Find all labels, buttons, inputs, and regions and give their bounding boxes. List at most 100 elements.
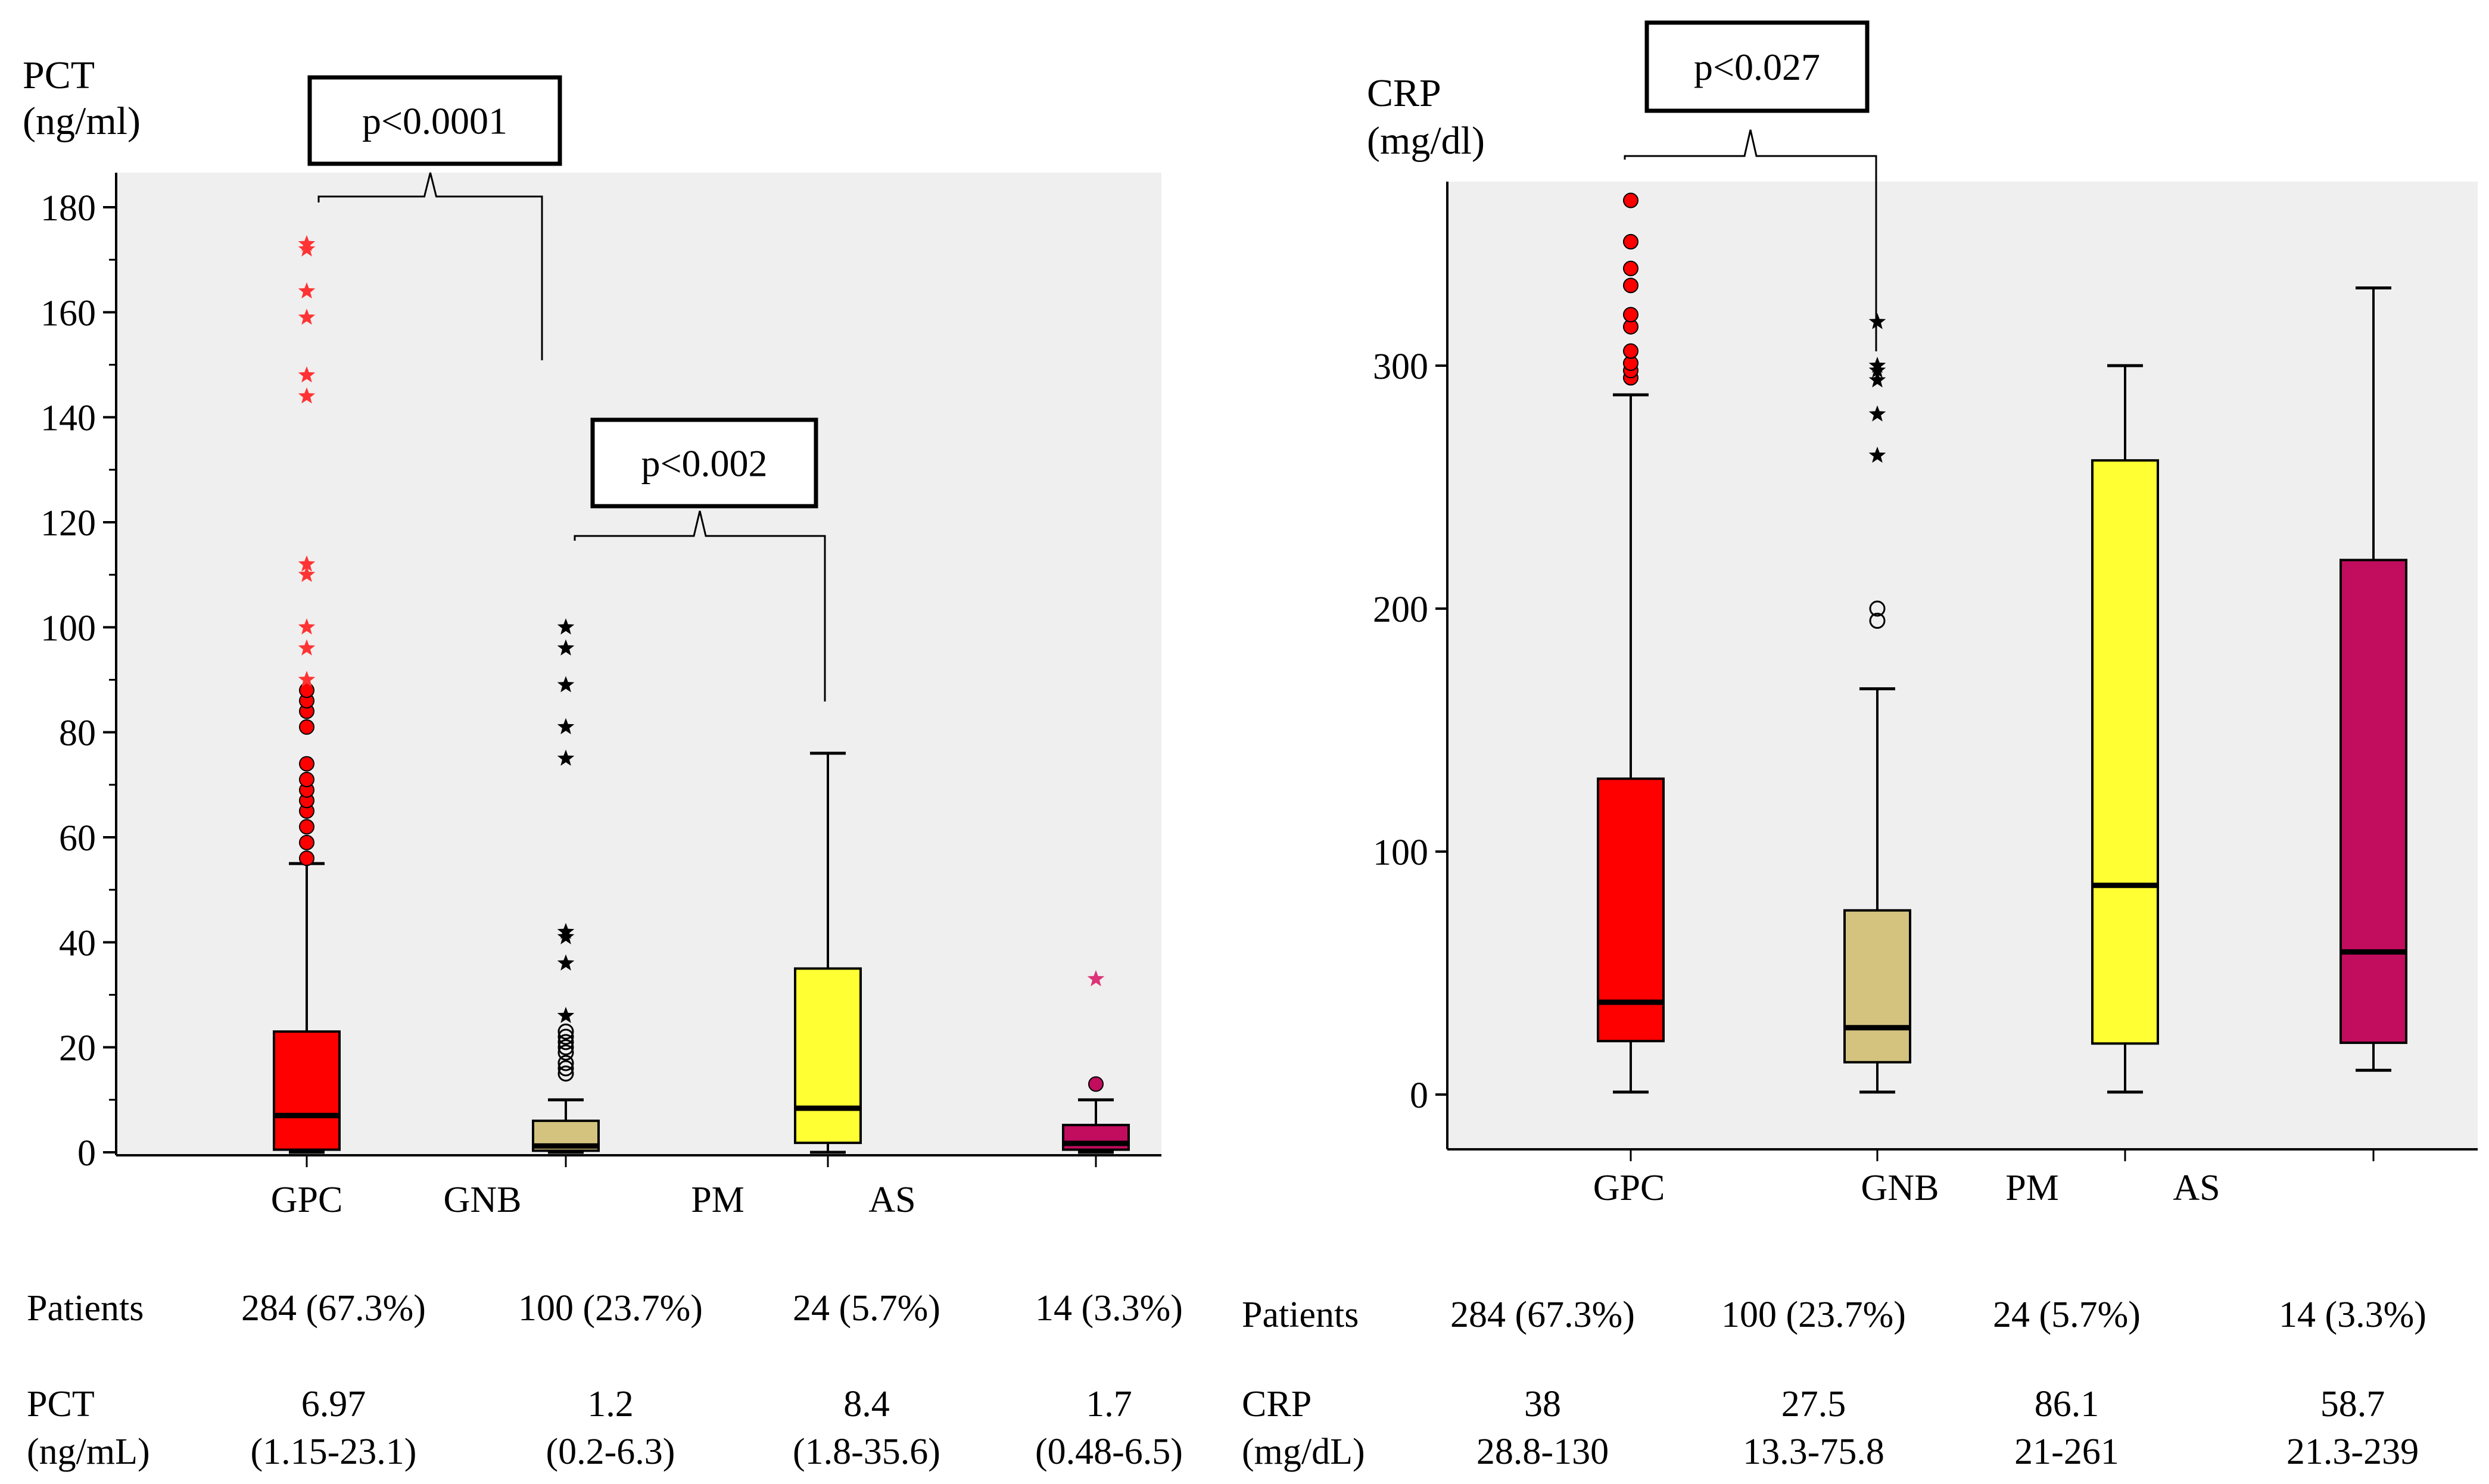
metric-unit: (ng/mL): [27, 1432, 150, 1472]
outlier-star: [298, 555, 316, 572]
pct-significance-annotation: p<0.002: [574, 417, 826, 702]
patients-label: Patients: [27, 1288, 144, 1329]
pct-category-label: PM: [691, 1180, 744, 1220]
outlier-star: [298, 282, 316, 299]
outlier-star: [557, 928, 575, 944]
p-value-box: [1644, 20, 1870, 113]
crp-panel: 0 100 200 300 CRP(mg/dl) GPC GNB PM AS p<0.027: [1367, 20, 2478, 1208]
iqr-box: [1843, 909, 1911, 1064]
crp-significance-annotation: p<0.027: [1624, 20, 1877, 351]
outlier-star: [1868, 313, 1886, 329]
outlier-circle: [557, 1034, 574, 1050]
outlier-circle: [299, 819, 314, 835]
crp-y-tick-label: 200: [1373, 590, 1428, 630]
pct-y-tick-label: 120: [41, 503, 96, 544]
pct-y-tick-label: 20: [59, 1028, 96, 1069]
outlier-star: [1868, 371, 1886, 388]
median-value: 8.4: [843, 1384, 890, 1424]
crp-y-tick-label: 300: [1373, 347, 1428, 387]
patients-count: 24 (5.7%): [1993, 1295, 2141, 1335]
outlier-star: [298, 366, 316, 383]
p-value-box: [590, 417, 818, 509]
pct-category-label: GNB: [444, 1180, 522, 1220]
p-value-label: p<0.0001: [362, 100, 507, 142]
metric-label: PCT: [27, 1384, 95, 1424]
outlier-star: [1868, 405, 1886, 422]
pct-category-label: AS: [868, 1180, 915, 1220]
outlier-star: [557, 676, 575, 693]
patients-label: Patients: [1242, 1295, 1359, 1335]
outlier-star: [298, 235, 316, 251]
outlier-star: [298, 618, 316, 635]
metric-label: CRP: [1242, 1384, 1312, 1424]
outlier-star: [1868, 357, 1886, 373]
iqr-range: 21-261: [2014, 1432, 2119, 1472]
iqr-box: [2091, 459, 2159, 1045]
metric-unit: (mg/dL): [1242, 1432, 1365, 1472]
outlier-circle: [1088, 1076, 1104, 1092]
crp-y-tick-label: 0: [1410, 1075, 1428, 1116]
pct-category-label: GPC: [271, 1180, 343, 1220]
pct-panel: 0 20 40 60 80 100 120 140 160 180 PCT(ng/ml) GPC GNB…: [23, 54, 1161, 1220]
patients-count: 284 (67.3%): [1450, 1295, 1635, 1335]
p-value-label: p<0.002: [641, 442, 767, 485]
outlier-circle: [1623, 278, 1638, 294]
median-value: 27.5: [1781, 1384, 1846, 1424]
pct-y-tick-label: 40: [59, 923, 96, 964]
outlier-circle: [299, 834, 314, 850]
outlier-circle: [557, 1060, 574, 1077]
outlier-star: [298, 308, 316, 325]
iqr-range: (1.15-23.1): [251, 1432, 417, 1472]
iqr-range: (0.48-6.5): [1035, 1432, 1183, 1472]
crp-category-label: GPC: [1593, 1168, 1665, 1208]
crp-axis-title: CRP: [1367, 71, 1441, 115]
pct-y-tick-label: 60: [59, 818, 96, 859]
iqr-range: 28.8-130: [1476, 1432, 1609, 1472]
outlier-circle: [1623, 192, 1638, 208]
crp-box-pm: [2091, 364, 2159, 1094]
pct-box-gnb: [532, 618, 600, 1154]
pct-axis-title: PCT: [23, 54, 95, 97]
outlier-circle: [557, 1065, 574, 1082]
iqr-range: (0.2-6.3): [546, 1432, 675, 1472]
patients-count: 14 (3.3%): [1035, 1288, 1183, 1329]
pct-plot-background: [116, 173, 1161, 1155]
outlier-star: [1868, 447, 1886, 463]
patients-count: 14 (3.3%): [2279, 1295, 2426, 1335]
pct-box-pm: [794, 752, 862, 1154]
outlier-star: [298, 387, 316, 404]
pct-significance-annotation: p<0.0001: [307, 75, 562, 360]
pct-y-tick-label: 80: [59, 713, 96, 754]
pct-axis-unit: (ng/ml): [23, 99, 141, 143]
median-value: 6.97: [301, 1384, 366, 1424]
significance-bracket: [574, 510, 826, 702]
iqr-range: (1.8-35.6): [793, 1432, 940, 1472]
outlier-star: [1087, 970, 1105, 987]
p-value-box: [307, 75, 562, 166]
pct-box-as: [1062, 970, 1130, 1154]
outlier-star: [298, 566, 316, 582]
median-value: 38: [1524, 1384, 1561, 1424]
outlier-circle: [557, 1023, 574, 1040]
significance-bracket: [1624, 129, 1877, 351]
outlier-circle: [1869, 612, 1886, 629]
median-value: 86.1: [2035, 1384, 2099, 1424]
pct-y-tick-label: 0: [77, 1133, 96, 1174]
median-value: 1.2: [587, 1384, 634, 1424]
outlier-star: [557, 639, 575, 656]
outlier-circle: [299, 772, 314, 788]
outlier-star: [557, 954, 575, 971]
outlier-circle: [1623, 343, 1638, 359]
significance-bracket: [317, 172, 543, 360]
outlier-star: [557, 718, 575, 734]
outlier-circle: [299, 682, 314, 699]
patients-count: 24 (5.7%): [793, 1288, 940, 1329]
iqr-range: 13.3-75.8: [1743, 1432, 1884, 1472]
median-value: 58.7: [2320, 1384, 2385, 1424]
p-value-label: p<0.027: [1694, 46, 1820, 88]
pct-y-tick-label: 100: [41, 608, 96, 649]
summary-table-right: Patients CRP (mg/dL) 284 (67.3%) 100 (23.7%)…: [1242, 1295, 2426, 1472]
outlier-star: [557, 618, 575, 635]
crp-category-label: AS: [2173, 1168, 2220, 1208]
